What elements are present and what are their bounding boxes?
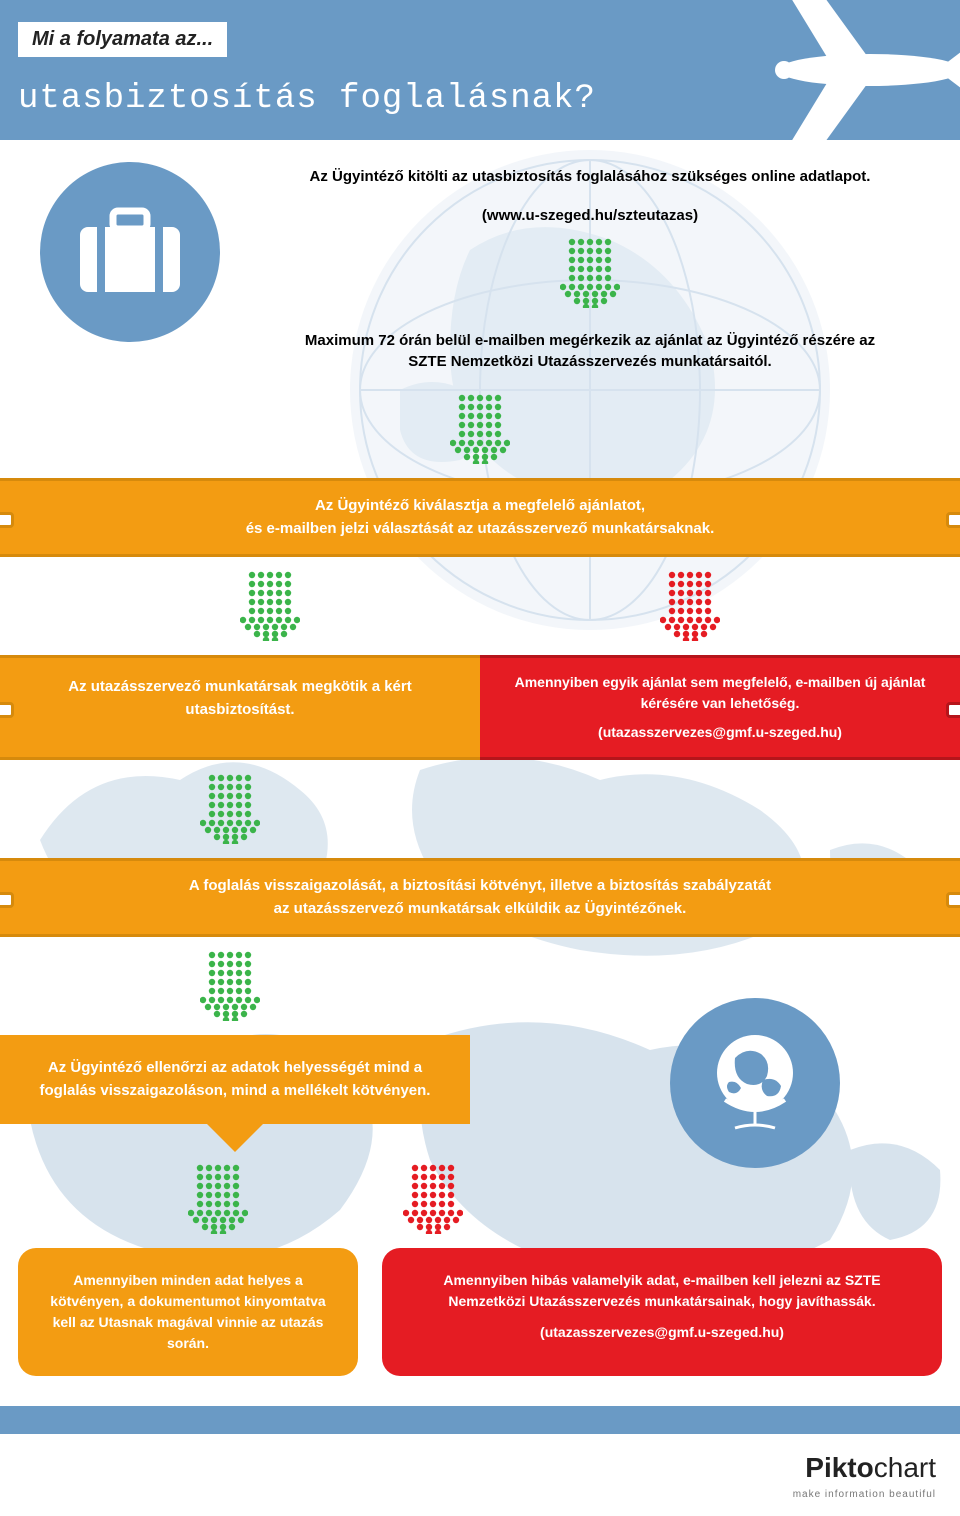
- arrow-down-icon: [560, 238, 620, 308]
- pikto-brand-1: Pikto: [805, 1452, 873, 1483]
- step4-left-text: Az utazásszervező munkatársak megkötik a…: [28, 676, 452, 721]
- step1-section: Az Ügyintéző kitölti az utasbiztosítás f…: [0, 140, 960, 380]
- arrow-down-icon: [660, 571, 720, 641]
- arrow1-wrap: [220, 224, 960, 322]
- arrow-down-icon: [450, 394, 510, 464]
- step7-left-text: Amennyiben minden adat helyes a kötvénye…: [40, 1270, 336, 1354]
- step6-text: Az Ügyintéző ellenőrzi az adatok helyess…: [24, 1057, 446, 1102]
- step4-left-box: Az utazásszervező munkatársak megkötik a…: [0, 655, 480, 760]
- pikto-brand-2: chart: [874, 1452, 936, 1483]
- step7-right-text-b: (utazasszervezes@gmf.u-szeged.hu): [404, 1322, 920, 1343]
- piktochart-credit: Piktochart make information beautiful: [0, 1434, 960, 1516]
- header-title: utasbiztosítás foglalásnak?: [18, 80, 596, 118]
- step3-line2: és e-mailben jelzi választását az utazás…: [60, 518, 900, 541]
- step5-box: A foglalás visszaigazolását, a biztosítá…: [0, 858, 960, 937]
- header: Mi a folyamata az... utasbiztosítás fogl…: [0, 0, 960, 140]
- arrow4-wrap: [0, 760, 960, 858]
- step5-line1: A foglalás visszaigazolását, a biztosítá…: [60, 875, 900, 898]
- airplane-icon: [720, 0, 960, 140]
- arrow2-wrap: [0, 380, 960, 478]
- arrow6-wrap: [0, 1124, 960, 1248]
- step3-line1: Az Ügyintéző kiválasztja a megfelelő ajá…: [60, 495, 900, 518]
- arrow-down-icon: [200, 774, 260, 844]
- step1-text: Az Ügyintéző kitölti az utasbiztosítás f…: [220, 158, 960, 195]
- header-label: Mi a folyamata az...: [18, 22, 227, 57]
- content: Az Ügyintéző kitölti az utasbiztosítás f…: [0, 140, 960, 1516]
- step6-box: Az Ügyintéző ellenőrzi az adatok helyess…: [0, 1035, 470, 1124]
- step1-url: (www.u-szeged.hu/szteutazas): [220, 207, 960, 224]
- step7-left-box: Amennyiben minden adat helyes a kötvénye…: [18, 1248, 358, 1376]
- piktochart-tagline: make information beautiful: [793, 1489, 936, 1500]
- step4-row: Az utazásszervező munkatársak megkötik a…: [0, 655, 960, 760]
- step4-right-text-b: (utazasszervezes@gmf.u-szeged.hu): [508, 722, 932, 743]
- arrow-down-icon: [200, 951, 260, 1021]
- piktochart-logo: Piktochart: [805, 1452, 936, 1483]
- step7-right-box: Amennyiben hibás valamelyik adat, e-mail…: [382, 1248, 942, 1376]
- step7-row: Amennyiben minden adat helyes a kötvénye…: [0, 1248, 960, 1376]
- step5-line2: az utazásszervező munkatársak elküldik a…: [60, 898, 900, 921]
- arrow-down-icon: [188, 1164, 248, 1234]
- arrow-down-icon: [403, 1164, 463, 1234]
- arrow5-wrap: [0, 937, 960, 1035]
- step7-right-text-a: Amennyiben hibás valamelyik adat, e-mail…: [404, 1270, 920, 1312]
- step4-right-box: Amennyiben egyik ajánlat sem megfelelő, …: [480, 655, 960, 760]
- suitcase-icon: [40, 162, 220, 342]
- step2-text: Maximum 72 órán belül e-mailben megérkez…: [220, 322, 960, 380]
- footer-bar: [0, 1406, 960, 1434]
- arrow3-wrap: [0, 557, 960, 655]
- step3-box: Az Ügyintéző kiválasztja a megfelelő ajá…: [0, 478, 960, 557]
- step4-right-text-a: Amennyiben egyik ajánlat sem megfelelő, …: [508, 672, 932, 714]
- page: Mi a folyamata az... utasbiztosítás fogl…: [0, 0, 960, 1516]
- arrow-down-icon: [240, 571, 300, 641]
